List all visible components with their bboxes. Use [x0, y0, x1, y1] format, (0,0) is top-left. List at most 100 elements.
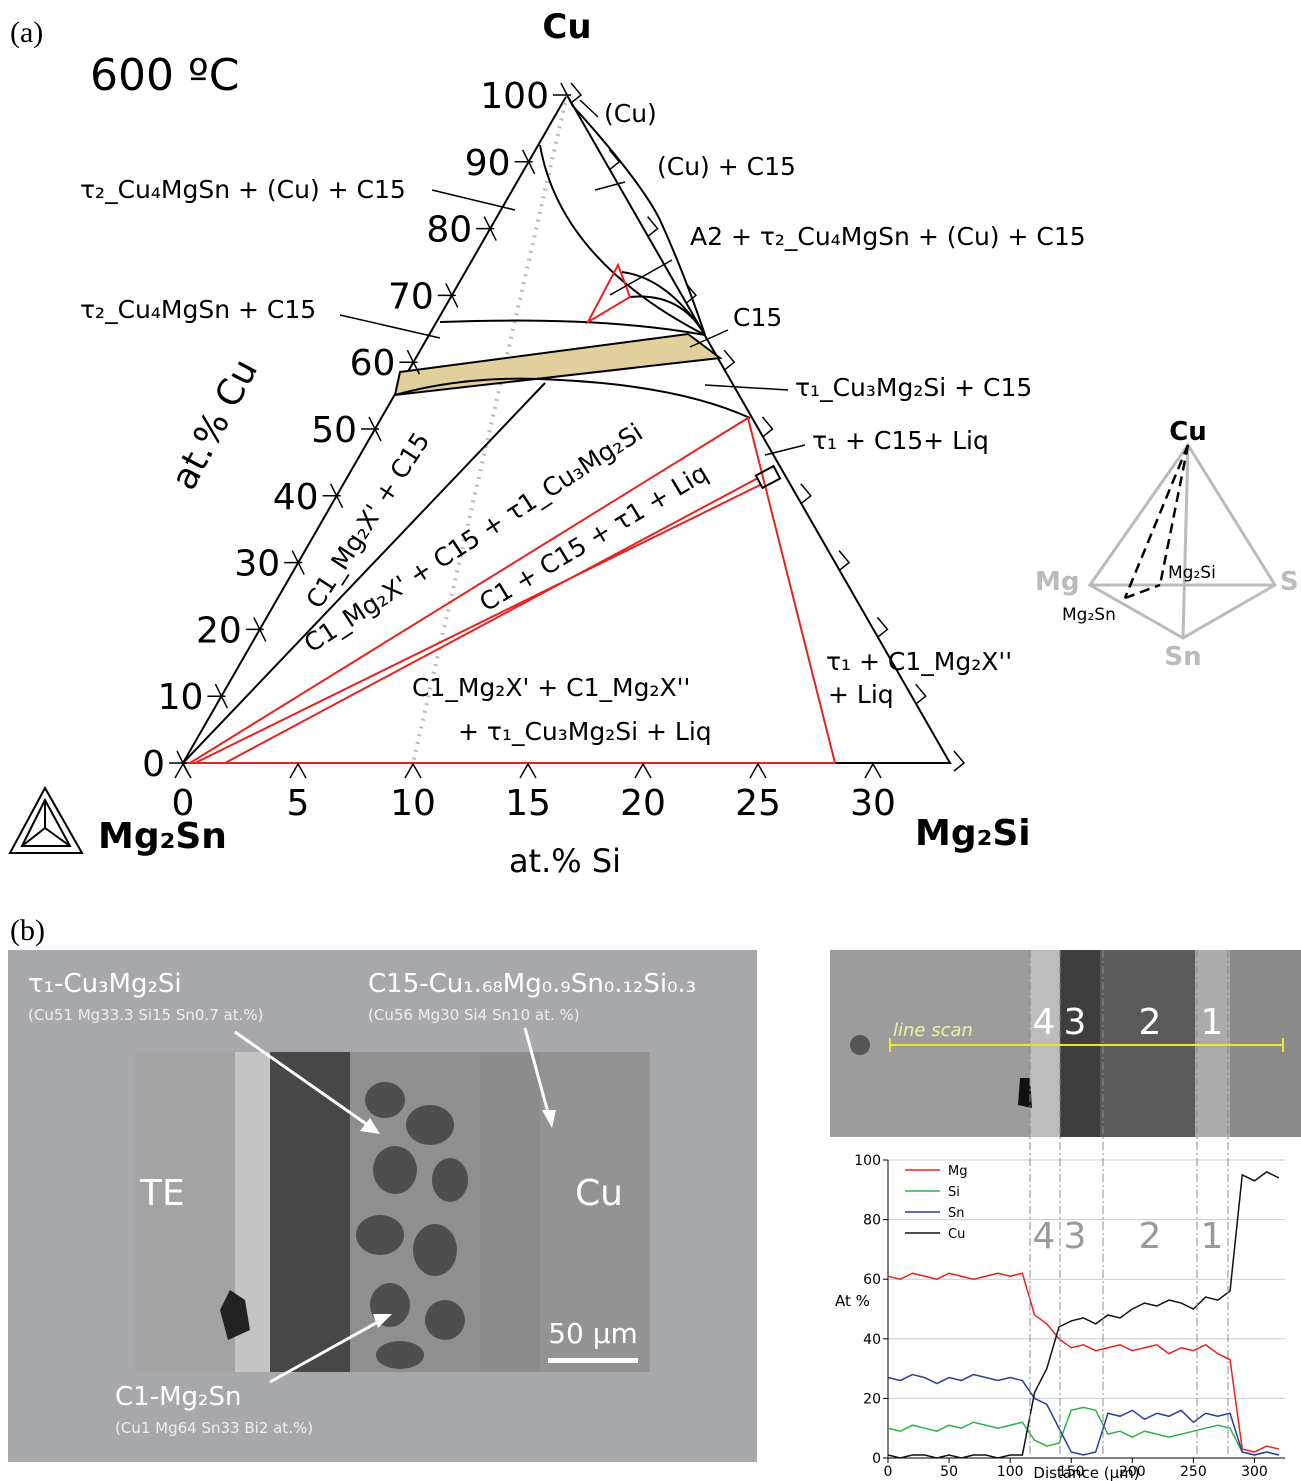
corner-label: Mg₂Sn — [98, 816, 227, 857]
phase-label: C15 — [733, 303, 782, 332]
y-tick-label: 20 — [863, 1391, 881, 1407]
y-tick-label: 60 — [863, 1272, 881, 1288]
si-tick — [520, 764, 536, 778]
phase-label: τ₂_Cu₄MgSn + C15 — [80, 295, 316, 324]
zone-label: 3 — [1064, 1216, 1087, 1257]
axis-title: at.% Cu — [164, 353, 267, 497]
cu-tick-label: 40 — [273, 477, 319, 518]
phase-label: C1_Mg₂X' + C1_Mg₂X'' — [412, 673, 690, 702]
si-tick — [175, 764, 191, 778]
x-axis-title: Distance (µm) — [1033, 1464, 1139, 1481]
zone-label: 3 — [1064, 1002, 1087, 1043]
cu-tick-label: 60 — [350, 343, 396, 384]
tetra-label: Si — [1280, 567, 1301, 597]
si-tick-label: 30 — [850, 783, 896, 824]
phase-label: τ₁-Cu₃Mg₂Si — [28, 969, 182, 999]
scale-bar-label: 50 µm — [548, 1317, 638, 1350]
tetra-label: Cu — [1169, 417, 1207, 447]
y-axis-title: At % — [835, 1292, 870, 1310]
phase-label: + τ₁_Cu₃Mg₂Si + Liq — [458, 717, 712, 746]
y-tick-label: 80 — [863, 1213, 881, 1229]
axis-title: at.% Si — [509, 842, 621, 880]
cu-tick-right — [839, 551, 849, 571]
cu-tick-right — [954, 751, 964, 771]
x-tick-label: 250 — [1180, 1464, 1207, 1480]
y-tick-label: 0 — [872, 1451, 881, 1467]
cu-tick-label: 10 — [158, 677, 204, 718]
scan-label: line scan — [893, 1020, 973, 1041]
logo — [10, 788, 82, 853]
cu-tick-right — [571, 83, 581, 103]
region-label: Cu — [575, 1173, 623, 1214]
si-tick-label: 15 — [505, 783, 551, 824]
phase-label: (Cu) + C15 — [657, 152, 796, 181]
si-tick — [750, 764, 766, 778]
legend-label: Sn — [948, 1206, 965, 1221]
panel-label: (a) — [10, 16, 43, 49]
phase-label: τ₂_Cu₄MgSn + (Cu) + C15 — [80, 175, 406, 204]
phase-label: τ₁ + C15+ Liq — [812, 426, 989, 455]
si-tick-label: 20 — [620, 783, 666, 824]
temperature: 600 ºC — [90, 50, 239, 101]
composition: (Cu56 Mg30 Si4 Sn10 at. %) — [368, 1006, 580, 1024]
si-tick — [290, 764, 306, 778]
tetrahedron — [1090, 445, 1275, 638]
x-tick-label: 300 — [1241, 1464, 1268, 1480]
phase-label: C1-Mg₂Sn — [115, 1382, 241, 1412]
cu-tick-right — [724, 350, 734, 370]
zone-label: 1 — [1201, 1002, 1224, 1043]
tetra-label: Sn — [1164, 642, 1201, 672]
zone-label: 1 — [1201, 1216, 1224, 1257]
panel-label: (b) — [10, 914, 45, 947]
si-tick-label: 0 — [172, 783, 195, 824]
legend-label: Mg — [948, 1164, 967, 1179]
tetra-label: Mg₂Sn — [1062, 605, 1116, 625]
dotted-line — [413, 95, 567, 763]
x-tick-label: 100 — [997, 1464, 1024, 1480]
cu-tick-label: 50 — [311, 410, 357, 451]
zone-label: 2 — [1139, 1216, 1162, 1257]
composition: (Cu51 Mg33.3 Si15 Sn0.7 at.%) — [28, 1006, 263, 1024]
red-triangle — [588, 265, 630, 322]
si-tick — [405, 764, 421, 778]
x-tick-label: 0 — [884, 1464, 893, 1480]
phase-label: (Cu) — [604, 99, 657, 128]
region-label: TE — [139, 1173, 185, 1214]
phase-label: C15-Cu₁.₆₈Mg₀.₉Sn₀.₁₂Si₀.₃ — [368, 969, 696, 999]
legend-label: Cu — [948, 1227, 965, 1242]
band — [395, 334, 720, 395]
si-tick-label: 5 — [287, 783, 310, 824]
phase-label: τ₁ + C1_Mg₂X'' — [826, 647, 1012, 676]
phase-label: C1 + C15 + τ1 + Liq — [474, 458, 713, 617]
y-tick-label: 40 — [863, 1332, 881, 1348]
cu-tick-label: 0 — [142, 744, 165, 785]
cu-tick-right — [763, 417, 773, 437]
legend-label: Si — [948, 1185, 960, 1200]
phase-label: τ₁_Cu₃Mg₂Si + C15 — [795, 373, 1032, 402]
si-tick-label: 10 — [390, 783, 436, 824]
cu-tick-label: 30 — [234, 544, 280, 585]
si-tick — [865, 764, 881, 778]
zone-label: 2 — [1139, 1002, 1162, 1043]
zone-label: 4 — [1033, 1216, 1056, 1257]
x-tick-label: 50 — [940, 1464, 958, 1480]
boundary — [395, 379, 750, 418]
phase-label: + Liq — [828, 680, 894, 709]
cu-tick-label: 100 — [480, 76, 549, 117]
cu-tick-label: 80 — [426, 210, 472, 251]
si-tick — [635, 764, 651, 778]
zone-label: 4 — [1033, 1002, 1056, 1043]
cu-tick-label: 20 — [196, 610, 242, 651]
composition: (Cu1 Mg64 Sn33 Bi2 at.%) — [115, 1419, 313, 1437]
corner-label: Cu — [542, 7, 591, 47]
cu-tick-label: 70 — [388, 276, 434, 317]
cu-tick-right — [877, 617, 887, 637]
boundary — [440, 321, 705, 335]
tetra-label: Mg₂Si — [1168, 563, 1216, 583]
figure: (a) 600 ºC Cu Mg₂Sn Mg₂Si at.% Si at.% C… — [0, 0, 1301, 1481]
cu-tick-right — [916, 684, 926, 704]
si-tick-label: 25 — [735, 783, 781, 824]
cu-tick-right — [648, 217, 658, 237]
scan-image — [830, 950, 1301, 1137]
tetra-label: Mg — [1035, 567, 1079, 597]
